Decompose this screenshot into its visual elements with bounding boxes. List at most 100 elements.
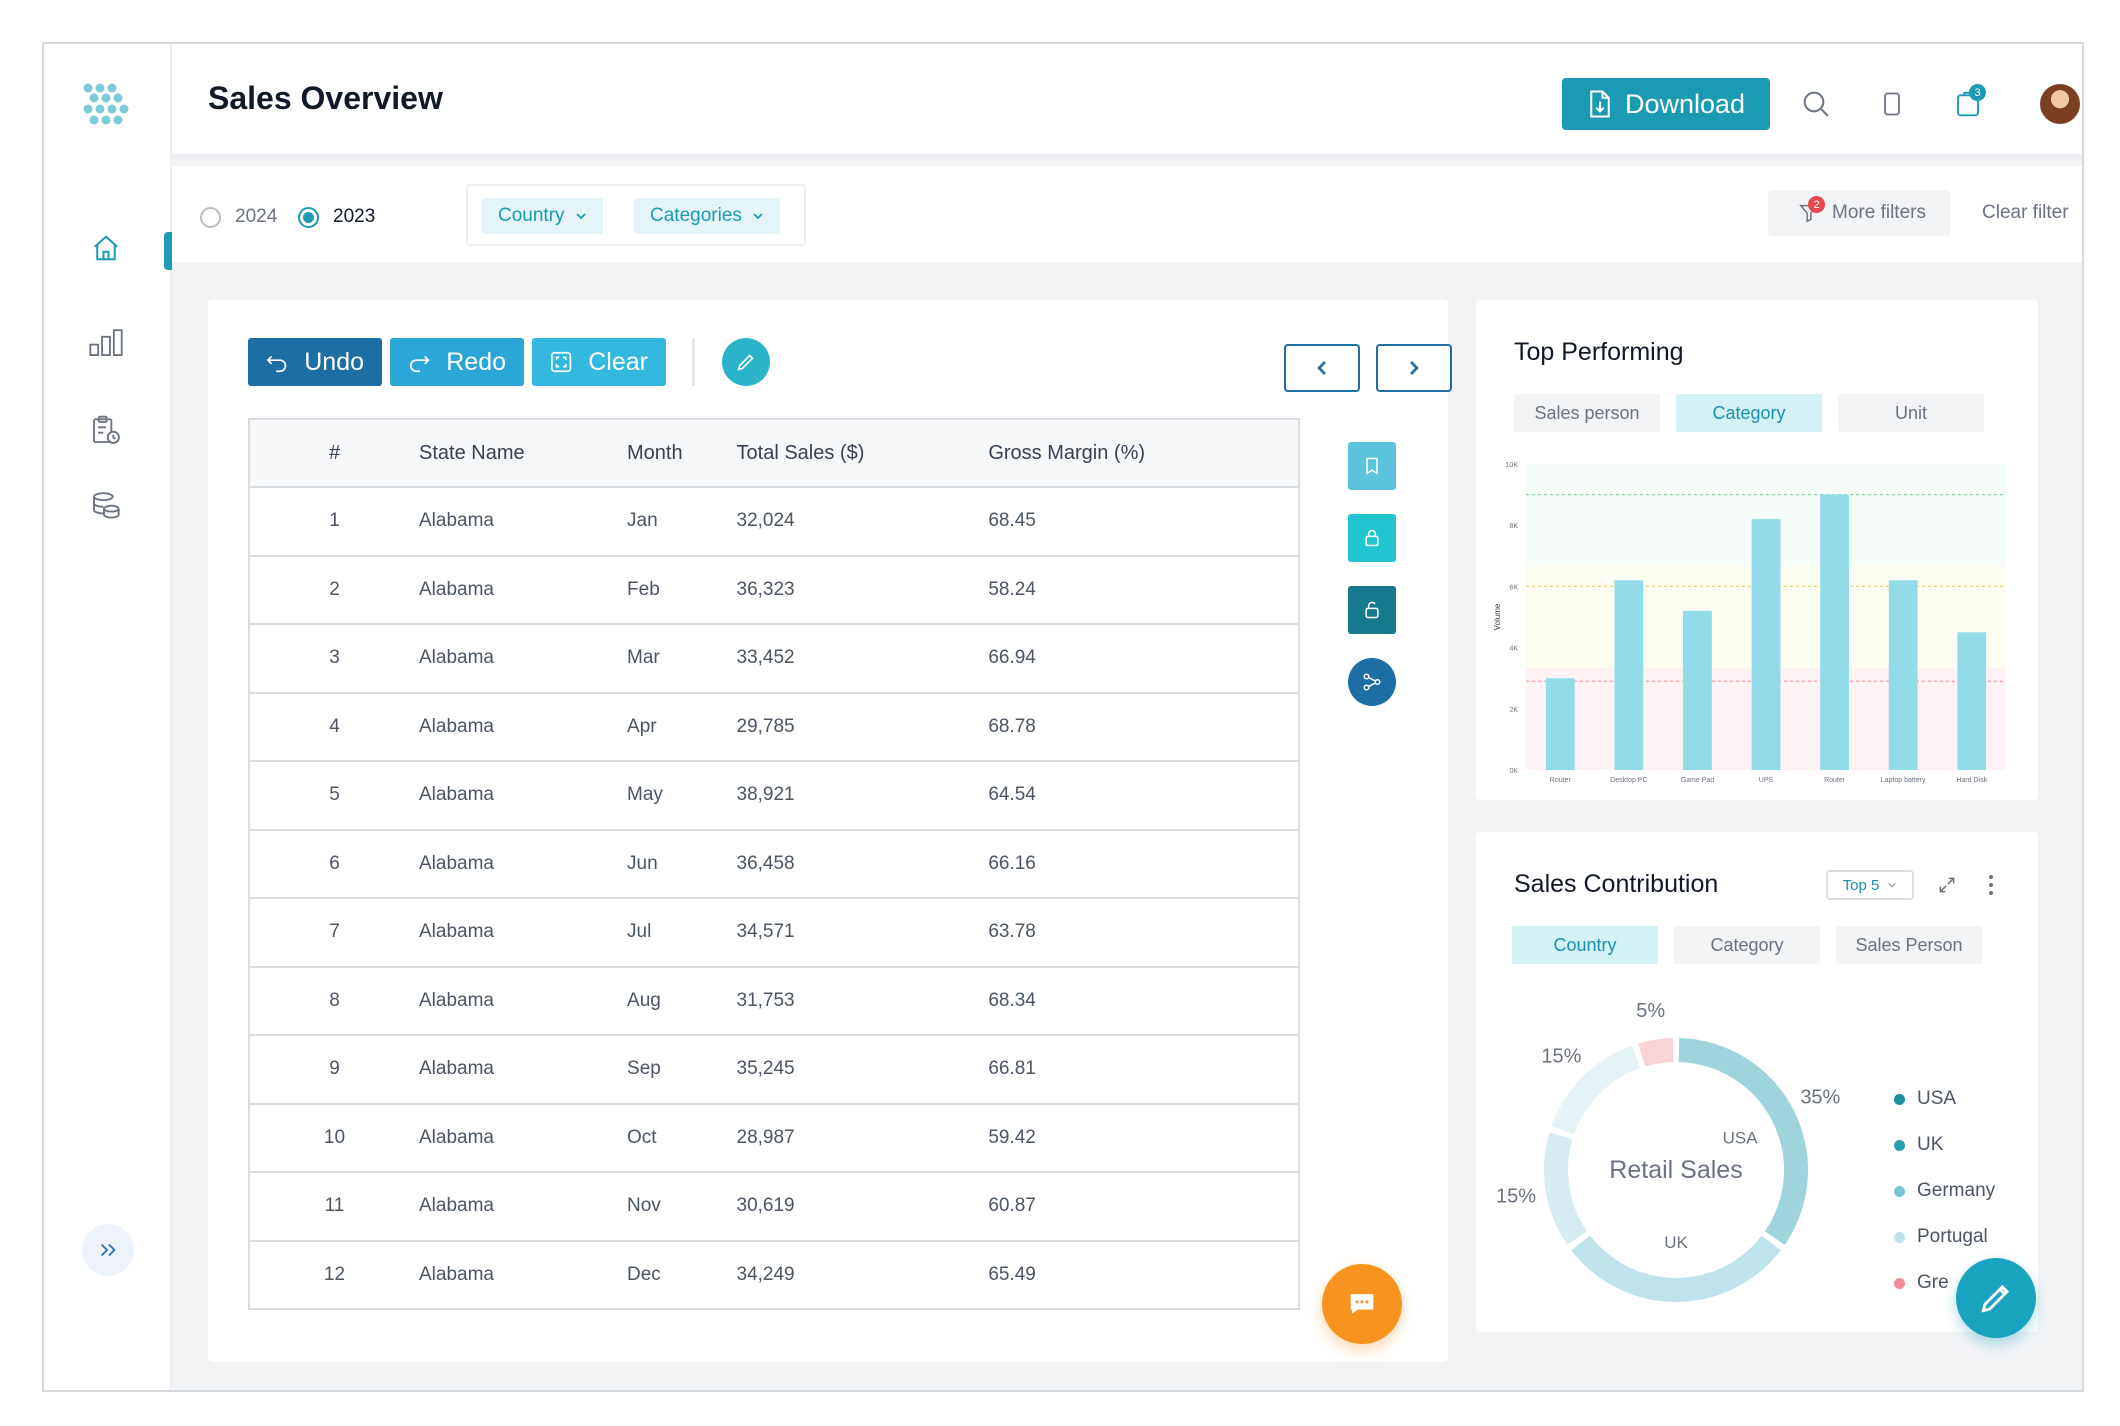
- file-download-icon: [1590, 90, 1610, 118]
- table-row[interactable]: 1 Alabama Jan 32,024 68.45: [249, 487, 1299, 557]
- column-header[interactable]: Month: [627, 419, 737, 488]
- table-row[interactable]: 7 Alabama Jul 34,571 63.78: [249, 898, 1299, 968]
- table-cell: 30,619: [736, 1172, 989, 1242]
- sidebar-item-reports[interactable]: [84, 320, 128, 364]
- table-row[interactable]: 4 Alabama Apr 29,785 68.78: [249, 692, 1299, 762]
- app-logo: [83, 83, 129, 125]
- bar: [1683, 610, 1712, 770]
- floating-edit-button[interactable]: [1956, 1258, 2036, 1338]
- sidebar-item-tasks[interactable]: [84, 408, 128, 452]
- tab-country[interactable]: Country: [1512, 926, 1658, 964]
- bar: [1957, 632, 1987, 770]
- lock-tool-button[interactable]: [1348, 514, 1396, 562]
- legend-label: UK: [1917, 1134, 1944, 1155]
- table-cell: Jul: [627, 898, 737, 968]
- chat-button[interactable]: [1322, 1264, 1402, 1344]
- tab-sales-person[interactable]: Sales Person: [1836, 926, 1982, 964]
- chevron-left-icon: [1317, 361, 1326, 375]
- table-cell: 68.34: [988, 966, 1299, 1036]
- sidebar-item-home[interactable]: [84, 226, 128, 270]
- tab-category[interactable]: Category: [1676, 394, 1822, 432]
- table-cell: 2: [249, 555, 419, 625]
- year-radio-2024[interactable]: 2024: [200, 206, 277, 228]
- legend-item[interactable]: Portugal: [1894, 1226, 1988, 1248]
- search-button[interactable]: [1796, 84, 1836, 124]
- sales-contribution-card: Sales Contribution Top 5 Country Categor…: [1476, 832, 2038, 1332]
- column-header[interactable]: State Name: [419, 419, 628, 488]
- more-filters-button[interactable]: 2 More filters: [1768, 190, 1950, 236]
- tab-sales-person[interactable]: Sales person: [1514, 394, 1660, 432]
- top-n-select[interactable]: Top 5: [1826, 870, 1914, 900]
- expand-sidebar-button[interactable]: [82, 1224, 134, 1276]
- table-cell: 66.16: [988, 829, 1299, 899]
- bookmark-button[interactable]: [1872, 84, 1912, 124]
- sales-table-card: Undo Redo Clear # State Name Month Total Sa…: [208, 300, 1452, 1362]
- donut-slice: [1551, 1045, 1641, 1135]
- expand-button[interactable]: [1932, 870, 1962, 900]
- legend-label: USA: [1917, 1088, 1957, 1109]
- bookmark-tool-button[interactable]: [1348, 442, 1396, 490]
- search-icon: [1803, 91, 1829, 117]
- table-row[interactable]: 3 Alabama Mar 33,452 66.94: [249, 624, 1299, 694]
- legend-item[interactable]: UK: [1894, 1134, 1943, 1156]
- table-row[interactable]: 12 Alabama Dec 34,249 65.49: [249, 1241, 1299, 1310]
- slice-inner-label: UK: [1664, 1233, 1688, 1252]
- table-row[interactable]: 10 Alabama Oct 28,987 59.42: [249, 1103, 1299, 1173]
- table-row[interactable]: 8 Alabama Aug 31,753 68.34: [249, 966, 1299, 1036]
- legend-dot: [1894, 1139, 1905, 1151]
- column-header[interactable]: Gross Margin (%): [988, 419, 1299, 488]
- bar: [1614, 580, 1644, 770]
- table-row[interactable]: 6 Alabama Jun 36,458 66.16: [249, 829, 1299, 899]
- table-cell: 58.24: [988, 555, 1299, 625]
- slice-inner-label: USA: [1723, 1128, 1759, 1147]
- next-page-button[interactable]: [1376, 344, 1452, 392]
- table-cell: 66.94: [988, 624, 1299, 694]
- table-row[interactable]: 5 Alabama May 38,921 64.54: [249, 761, 1299, 831]
- legend-item[interactable]: Gre: [1894, 1272, 1949, 1294]
- previous-page-button[interactable]: [1284, 344, 1360, 392]
- legend-item[interactable]: Germany: [1894, 1180, 1995, 1202]
- table-cell: 11: [249, 1172, 419, 1242]
- legend-dot: [1894, 1185, 1905, 1197]
- x-tick-label: Router: [1824, 777, 1846, 784]
- table-cell: 68.78: [988, 692, 1299, 762]
- donut-center-label: Retail Sales: [1609, 1156, 1742, 1184]
- share-tool-button[interactable]: [1348, 658, 1396, 706]
- table-row[interactable]: 2 Alabama Feb 36,323 58.24: [249, 555, 1299, 625]
- table-row[interactable]: 9 Alabama Sep 35,245 66.81: [249, 1035, 1299, 1105]
- table-cell: Alabama: [419, 624, 628, 694]
- sidebar-item-data[interactable]: [84, 484, 128, 528]
- categories-dropdown-label: Categories: [650, 205, 742, 226]
- column-header[interactable]: #: [249, 419, 419, 488]
- table-cell: 36,458: [736, 829, 989, 899]
- avatar[interactable]: [2040, 84, 2080, 124]
- table-cell: Feb: [627, 555, 737, 625]
- more-options-button[interactable]: [1976, 870, 2006, 900]
- table-cell: Oct: [627, 1103, 737, 1173]
- sidebar: [44, 44, 172, 1390]
- tab-unit[interactable]: Unit: [1838, 394, 1984, 432]
- sales-table: # State Name Month Total Sales ($) Gross Mar…: [248, 418, 1300, 1310]
- edit-button[interactable]: [722, 338, 770, 386]
- clear-button[interactable]: Clear: [532, 338, 666, 386]
- download-button[interactable]: Download: [1562, 78, 1770, 130]
- column-header[interactable]: Total Sales ($): [736, 419, 989, 488]
- categories-dropdown[interactable]: Categories: [634, 198, 780, 234]
- table-cell: 29,785: [736, 692, 989, 762]
- table-cell: Aug: [627, 966, 737, 1036]
- slice-value-label: 15%: [1541, 1045, 1581, 1067]
- notifications-button[interactable]: 3: [1948, 84, 1988, 124]
- redo-button[interactable]: Redo: [390, 338, 524, 386]
- clear-filter-link[interactable]: Clear filter: [1982, 202, 2069, 223]
- undo-button[interactable]: Undo: [248, 338, 382, 386]
- legend-item[interactable]: USA: [1894, 1088, 1956, 1110]
- slice-value-label: 15%: [1496, 1185, 1536, 1207]
- table-row[interactable]: 11 Alabama Nov 30,619 60.87: [249, 1172, 1299, 1242]
- year-radio-2023[interactable]: 2023: [298, 206, 375, 228]
- unlock-tool-button[interactable]: [1348, 586, 1396, 634]
- y-tick-label: 0K: [1509, 768, 1518, 775]
- frame-icon: [551, 351, 572, 373]
- country-dropdown[interactable]: Country: [482, 198, 603, 234]
- tab-category[interactable]: Category: [1674, 926, 1820, 964]
- table-cell: 31,753: [736, 966, 989, 1036]
